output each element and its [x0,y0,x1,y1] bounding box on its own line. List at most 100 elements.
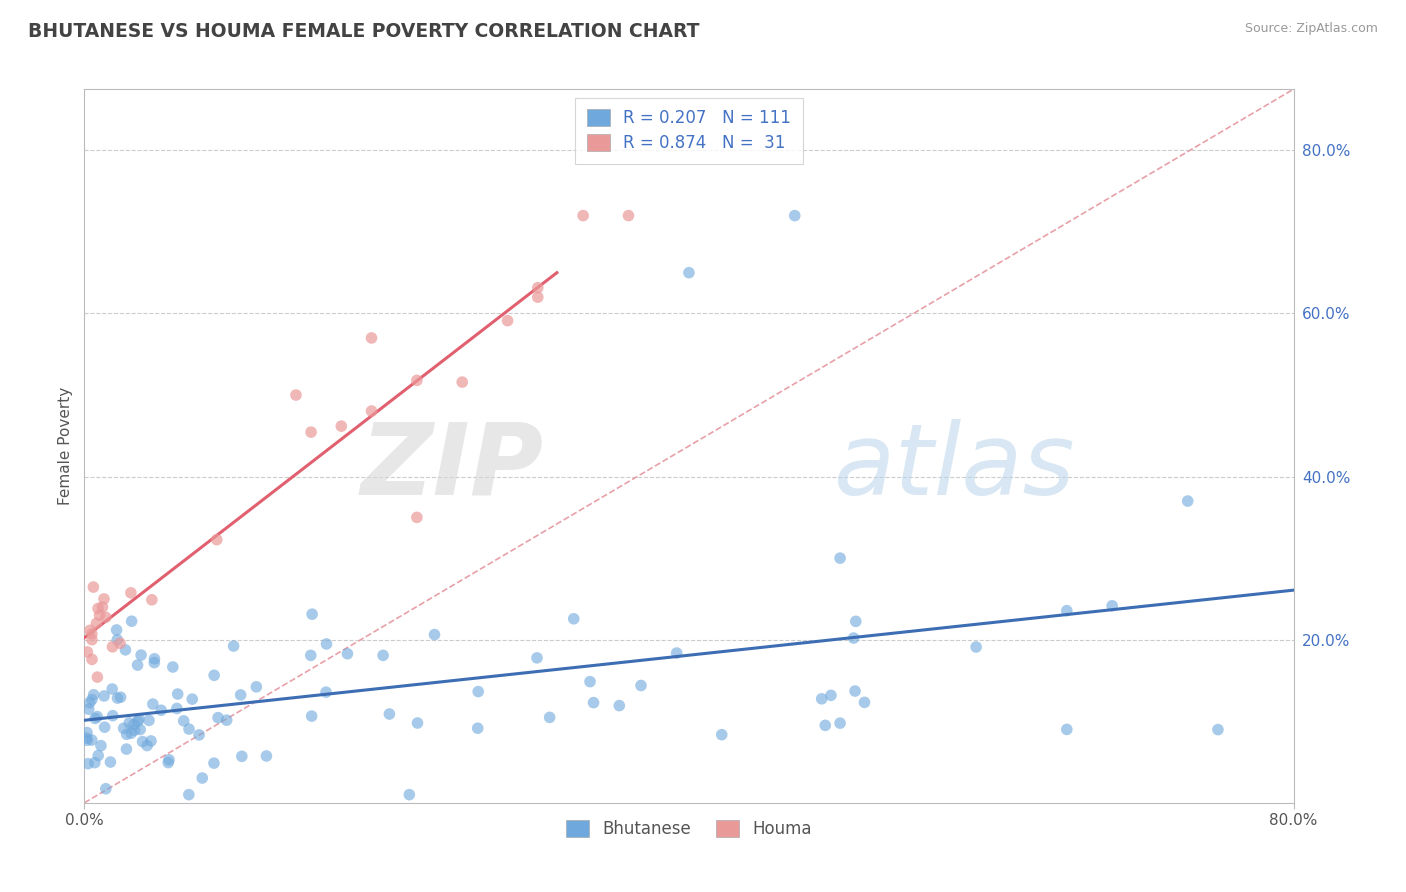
Point [101,681,124,696]
Y-axis label: Female Poverty: Female Poverty [58,387,73,505]
Point [87,601,110,615]
Point [630,679,652,693]
Point [79,624,101,638]
Point [157,753,180,767]
Point [107,691,129,706]
Point [124,723,146,738]
Point [127,658,149,673]
Point [166,687,188,701]
Point [79,696,101,710]
Point [301,709,323,723]
Point [810,691,832,706]
Point [285,388,308,402]
Point [120,586,142,600]
Point [101,640,124,654]
Point [423,627,446,641]
Legend: Bhutanese, Houma: Bhutanese, Houma [560,813,818,845]
Point [820,689,842,703]
Point [112,721,135,735]
Point [451,375,474,389]
Point [222,639,245,653]
Point [84,711,107,725]
Point [678,266,700,280]
Point [315,637,337,651]
Point [93,689,115,703]
Point [82,580,104,594]
Point [118,715,141,730]
Point [406,373,429,387]
Point [86,670,108,684]
Point [398,788,420,802]
Point [188,728,211,742]
Point [1056,604,1078,618]
Point [86,709,108,723]
Point [83,688,105,702]
Point [80,692,103,706]
Point [202,756,225,771]
Point [76,733,98,747]
Point [406,510,429,524]
Point [108,636,131,650]
Point [139,734,162,748]
Point [844,684,866,698]
Point [105,623,128,637]
Point [467,721,489,735]
Point [1206,723,1229,737]
Point [853,695,876,709]
Point [76,725,98,739]
Point [572,209,595,223]
Point [94,610,117,624]
Point [131,734,153,748]
Point [467,684,489,698]
Point [538,710,561,724]
Point [330,419,353,434]
Point [121,614,143,628]
Point [299,648,322,663]
Point [814,718,837,732]
Point [336,647,359,661]
Point [562,612,585,626]
Point [177,722,200,736]
Point [256,749,278,764]
Point [231,749,253,764]
Point [1101,599,1123,613]
Point [129,648,152,662]
Point [91,600,114,615]
Point [127,714,149,729]
Text: BHUTANESE VS HOUMA FEMALE POVERTY CORRELATION CHART: BHUTANESE VS HOUMA FEMALE POVERTY CORREL… [28,22,700,41]
Point [360,331,382,345]
Point [136,739,159,753]
Point [245,680,267,694]
Point [142,697,165,711]
Point [76,731,98,745]
Point [181,692,204,706]
Point [173,714,195,728]
Point [617,209,640,223]
Point [710,728,733,742]
Point [191,771,214,785]
Point [177,788,200,802]
Point [360,404,382,418]
Point [157,756,180,770]
Text: ZIP: ZIP [361,419,544,516]
Point [830,716,852,731]
Point [783,209,806,223]
Point [406,716,429,731]
Text: Source: ZipAtlas.com: Source: ZipAtlas.com [1244,22,1378,36]
Point [129,723,152,737]
Point [105,632,128,647]
Point [1177,494,1199,508]
Point [138,714,160,728]
Point [582,696,605,710]
Point [842,631,865,645]
Point [80,627,103,641]
Point [94,781,117,796]
Point [665,646,688,660]
Point [496,313,519,327]
Point [100,755,122,769]
Text: atlas: atlas [834,419,1076,516]
Point [93,591,115,606]
Point [162,660,184,674]
Point [115,727,138,741]
Point [229,688,252,702]
